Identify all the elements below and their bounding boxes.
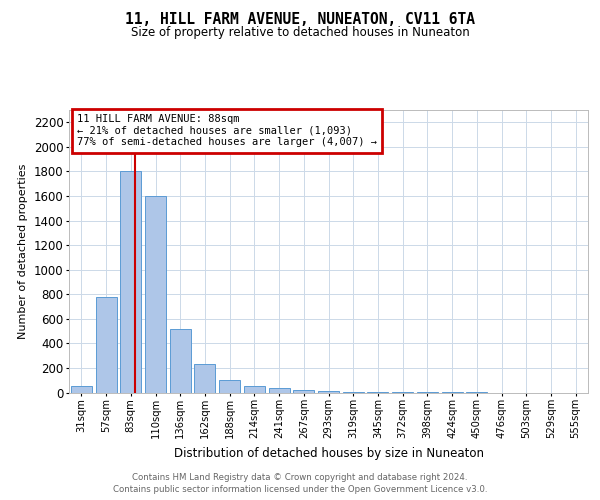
Bar <box>120 172 141 392</box>
X-axis label: Distribution of detached houses by size in Nuneaton: Distribution of detached houses by size … <box>173 447 484 460</box>
Bar <box>71 386 92 392</box>
Bar <box>293 390 314 392</box>
Bar <box>170 328 191 392</box>
Text: Contains HM Land Registry data © Crown copyright and database right 2024.: Contains HM Land Registry data © Crown c… <box>132 472 468 482</box>
Bar <box>194 364 215 392</box>
Text: 11, HILL FARM AVENUE, NUNEATON, CV11 6TA: 11, HILL FARM AVENUE, NUNEATON, CV11 6TA <box>125 12 475 28</box>
Text: Size of property relative to detached houses in Nuneaton: Size of property relative to detached ho… <box>131 26 469 39</box>
Bar <box>95 296 116 392</box>
Text: 11 HILL FARM AVENUE: 88sqm
← 21% of detached houses are smaller (1,093)
77% of s: 11 HILL FARM AVENUE: 88sqm ← 21% of deta… <box>77 114 377 148</box>
Bar <box>145 196 166 392</box>
Bar <box>269 388 290 392</box>
Bar <box>244 386 265 392</box>
Y-axis label: Number of detached properties: Number of detached properties <box>18 164 28 339</box>
Text: Contains public sector information licensed under the Open Government Licence v3: Contains public sector information licen… <box>113 485 487 494</box>
Bar <box>318 390 339 392</box>
Bar <box>219 380 240 392</box>
